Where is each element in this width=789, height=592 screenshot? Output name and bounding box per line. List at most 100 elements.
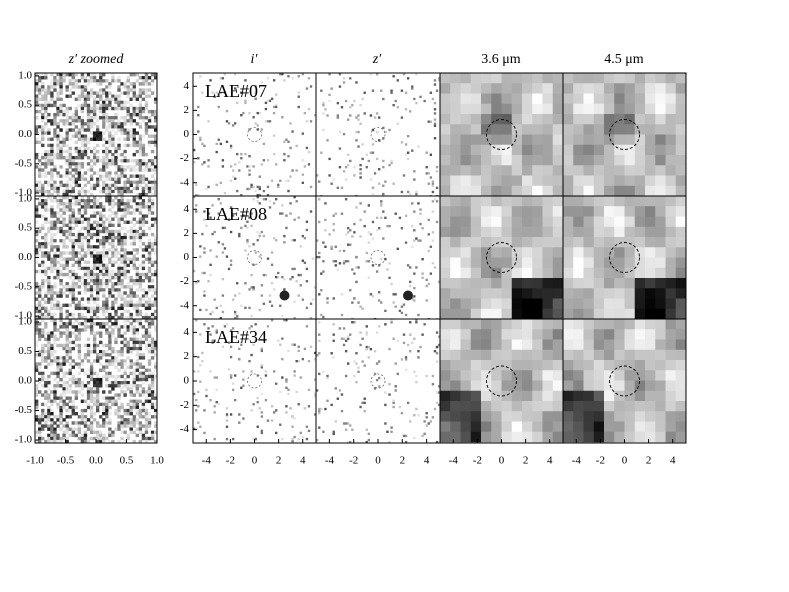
pixel: [138, 159, 143, 163]
pixel: [89, 291, 94, 295]
pixel: [573, 308, 584, 319]
pixel: [583, 267, 595, 279]
y-tick-label: -1.0: [15, 434, 33, 446]
pixel: [47, 159, 51, 163]
pixel: [108, 331, 112, 335]
pixel: [80, 189, 85, 194]
pixel: [105, 149, 109, 154]
pixel: [41, 312, 45, 317]
pixel: [77, 103, 82, 108]
pixel: [624, 175, 636, 187]
pixel: [655, 216, 666, 228]
pixel: [68, 303, 72, 307]
pixel: [147, 368, 152, 372]
pixel: [153, 192, 157, 196]
pixel: [86, 91, 91, 95]
pixel: [44, 125, 48, 129]
pixel: [665, 401, 677, 412]
pixel: [211, 232, 214, 236]
pixel: [77, 346, 82, 351]
pixel: [624, 370, 636, 381]
pixel: [141, 303, 146, 307]
pixel: [144, 152, 149, 157]
pixel: [522, 206, 533, 217]
pixel: [68, 251, 72, 255]
pixel: [108, 199, 112, 203]
pixel: [369, 293, 373, 296]
pixel: [83, 439, 88, 443]
pixel: [77, 165, 82, 169]
pixel: [92, 159, 97, 163]
pixel: [675, 206, 686, 217]
pixel: [209, 216, 212, 219]
pixel: [645, 185, 656, 196]
pixel: [102, 91, 106, 95]
pixel: [114, 359, 118, 363]
pixel: [655, 237, 666, 248]
pixel: [150, 396, 155, 400]
pixel: [44, 149, 48, 154]
pixel: [44, 396, 48, 400]
pixel: [675, 185, 686, 196]
pixel: [135, 143, 139, 148]
pixel: [59, 208, 63, 212]
pixel: [246, 165, 249, 168]
pixel: [604, 298, 615, 310]
pixel: [123, 421, 127, 425]
pixel: [105, 103, 109, 108]
pixel: [665, 165, 677, 176]
pixel: [522, 329, 533, 340]
pixel: [65, 134, 69, 138]
pixel: [99, 103, 103, 108]
pixel: [96, 106, 100, 111]
pixel: [563, 339, 574, 351]
pixel: [86, 217, 91, 221]
pixel: [50, 346, 54, 351]
pixel: [344, 99, 348, 103]
pixel: [573, 114, 584, 125]
pixel: [532, 339, 543, 351]
pixel: [209, 312, 212, 316]
pixel: [96, 183, 100, 188]
pixel: [150, 315, 155, 319]
pixel: [522, 431, 533, 443]
pixel: [65, 439, 69, 443]
pixel: [38, 79, 42, 83]
pixel: [56, 359, 60, 363]
pixel: [129, 88, 133, 92]
pixel: [56, 109, 60, 114]
pixel: [56, 174, 60, 178]
pixel: [665, 329, 677, 340]
pixel: [522, 298, 533, 310]
pixel: [297, 105, 300, 109]
pixel: [272, 288, 276, 291]
pixel: [207, 280, 210, 283]
pixel: [501, 124, 513, 135]
pixel: [342, 260, 346, 263]
pixel: [313, 378, 316, 381]
pixel: [47, 242, 51, 246]
pixel: [501, 185, 513, 196]
pixel: [153, 128, 157, 132]
pixel: [147, 319, 152, 323]
pixel: [59, 312, 63, 317]
pixel: [423, 323, 426, 326]
pixel: [132, 97, 136, 101]
pixel: [147, 346, 152, 351]
pixel: [250, 314, 253, 318]
pixel: [38, 229, 42, 234]
pixel: [338, 327, 342, 330]
pixel: [86, 427, 91, 431]
pixel: [332, 260, 335, 263]
pixel: [470, 278, 482, 289]
pixel: [404, 108, 408, 111]
pixel: [117, 103, 121, 108]
pixel: [44, 424, 48, 428]
pixel: [141, 260, 146, 264]
pixel: [153, 288, 157, 292]
pixel: [532, 134, 543, 146]
pixel: [297, 75, 300, 78]
pixel: [83, 306, 88, 311]
pixel: [307, 405, 311, 408]
pixel: [83, 279, 88, 283]
